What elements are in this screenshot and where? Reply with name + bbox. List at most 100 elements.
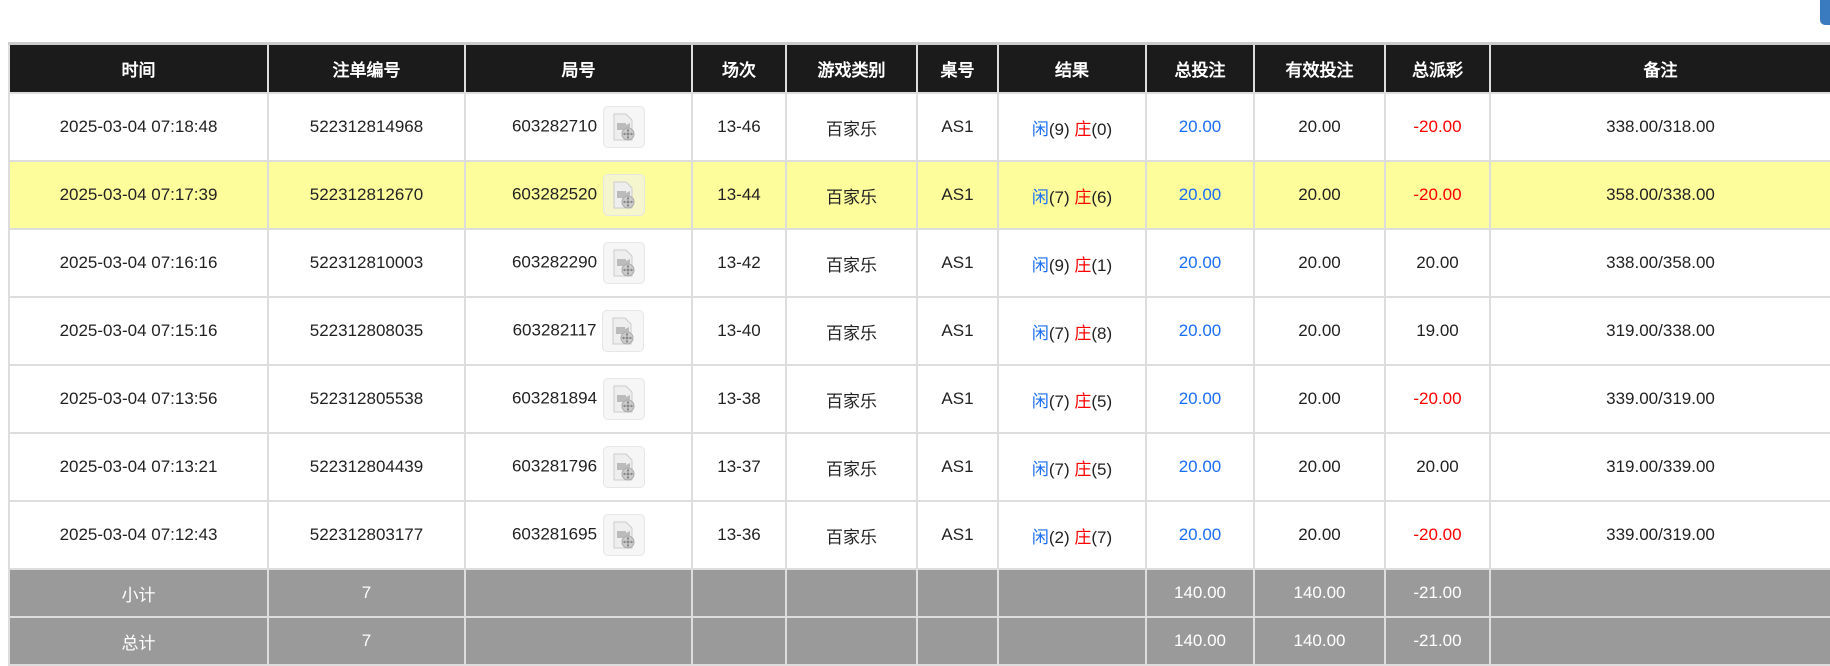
payout-cell: 20.00: [1384, 228, 1491, 298]
player-label: 闲: [1031, 255, 1049, 275]
result-cell: 闲(9) 庄(1): [997, 228, 1147, 298]
round-number: 603282710: [511, 116, 598, 136]
bet-id-cell: 522312808035: [267, 296, 466, 366]
empty-cell: [916, 616, 999, 666]
total-row: 总计 7 140.00 140.00 -21.00: [8, 616, 1830, 666]
banker-score: (6): [1091, 187, 1113, 207]
bet-id-cell: 522312814968: [267, 92, 466, 162]
video-replay-icon[interactable]: [603, 106, 646, 148]
empty-cell: [464, 616, 693, 666]
round-cell: 603282117: [464, 296, 693, 366]
empty-cell: [785, 568, 918, 618]
result-cell: 闲(7) 庄(5): [997, 364, 1147, 434]
table-row: 2025-03-04 07:15:16 522312808035 603282117…: [8, 296, 1830, 366]
session-cell: 13-46: [691, 92, 787, 162]
player-score: (7): [1048, 187, 1070, 207]
video-replay-icon[interactable]: [602, 310, 645, 352]
video-replay-icon[interactable]: [603, 514, 646, 556]
video-replay-icon[interactable]: [603, 378, 646, 420]
subtotal-total-bet: 140.00: [1145, 568, 1255, 618]
banker-label: 庄: [1074, 119, 1092, 139]
round-number: 603281796: [511, 456, 598, 476]
header-round: 局号: [464, 42, 693, 94]
banker-score: (8): [1091, 323, 1113, 343]
valid-bet-cell: 20.00: [1253, 160, 1386, 230]
banker-label: 庄: [1074, 187, 1092, 207]
total-bet-cell: 20.00: [1145, 364, 1255, 434]
total-bet-cell: 20.00: [1145, 500, 1255, 570]
top-right-button[interactable]: [1820, 0, 1830, 25]
total-bet-cell: 20.00: [1145, 296, 1255, 366]
payout-cell: -20.00: [1384, 500, 1491, 570]
header-table: 桌号: [916, 42, 999, 94]
player-score: (2): [1048, 527, 1070, 547]
header-result: 结果: [997, 42, 1147, 94]
table-row: 2025-03-04 07:18:48 522312814968 603282710…: [8, 92, 1830, 162]
round-cell: 603282520: [464, 160, 693, 230]
game-cell: 百家乐: [785, 160, 918, 230]
session-cell: 13-37: [691, 432, 787, 502]
payout-cell: 20.00: [1384, 432, 1491, 502]
total-count: 7: [267, 616, 466, 666]
round-cell: 603281894: [464, 364, 693, 434]
game-cell: 百家乐: [785, 296, 918, 366]
player-score: (7): [1048, 391, 1070, 411]
round-cell: 603282290: [464, 228, 693, 298]
empty-cell: [691, 616, 787, 666]
game-cell: 百家乐: [785, 228, 918, 298]
bet-id-cell: 522312804439: [267, 432, 466, 502]
table-cell: AS1: [916, 500, 999, 570]
total-valid-bet: 140.00: [1253, 616, 1386, 666]
valid-bet-cell: 20.00: [1253, 296, 1386, 366]
payout-cell: 19.00: [1384, 296, 1491, 366]
table-cell: AS1: [916, 92, 999, 162]
empty-cell: [691, 568, 787, 618]
empty-cell: [997, 616, 1147, 666]
payout-cell: -20.00: [1384, 364, 1491, 434]
banker-label: 庄: [1074, 527, 1092, 547]
player-label: 闲: [1031, 391, 1049, 411]
bet-records-table: 时间 注单编号 局号 场次 游戏类别 桌号 结果 总投注 有效投注 总派彩 备注…: [8, 42, 1830, 666]
round-number: 603281695: [511, 524, 598, 544]
total-bet-cell: 20.00: [1145, 92, 1255, 162]
header-payout: 总派彩: [1384, 42, 1491, 94]
time-cell: 2025-03-04 07:17:39: [8, 160, 269, 230]
empty-cell: [916, 568, 999, 618]
player-label: 闲: [1031, 187, 1049, 207]
result-cell: 闲(7) 庄(6): [997, 160, 1147, 230]
game-cell: 百家乐: [785, 500, 918, 570]
subtotal-row: 小计 7 140.00 140.00 -21.00: [8, 568, 1830, 618]
header-valid-bet: 有效投注: [1253, 42, 1386, 94]
note-cell: 339.00/319.00: [1489, 500, 1830, 570]
player-score: (9): [1048, 119, 1070, 139]
note-cell: 358.00/338.00: [1489, 160, 1830, 230]
total-total-bet: 140.00: [1145, 616, 1255, 666]
note-cell: 338.00/318.00: [1489, 92, 1830, 162]
banker-score: (7): [1091, 527, 1113, 547]
bet-id-cell: 522312805538: [267, 364, 466, 434]
round-cell: 603281695: [464, 500, 693, 570]
total-label: 总计: [8, 616, 269, 666]
empty-cell: [1489, 568, 1830, 618]
table-row: 2025-03-04 07:12:43 522312803177 603281695…: [8, 500, 1830, 570]
note-cell: 319.00/339.00: [1489, 432, 1830, 502]
player-label: 闲: [1031, 459, 1049, 479]
banker-label: 庄: [1074, 255, 1092, 275]
video-replay-icon[interactable]: [603, 174, 646, 216]
round-number: 603282520: [511, 184, 598, 204]
bet-id-cell: 522312812670: [267, 160, 466, 230]
video-replay-icon[interactable]: [603, 242, 646, 284]
total-bet-cell: 20.00: [1145, 228, 1255, 298]
bet-id-cell: 522312803177: [267, 500, 466, 570]
total-bet-cell: 20.00: [1145, 432, 1255, 502]
valid-bet-cell: 20.00: [1253, 228, 1386, 298]
time-cell: 2025-03-04 07:16:16: [8, 228, 269, 298]
time-cell: 2025-03-04 07:13:21: [8, 432, 269, 502]
table-cell: AS1: [916, 160, 999, 230]
game-cell: 百家乐: [785, 92, 918, 162]
time-cell: 2025-03-04 07:13:56: [8, 364, 269, 434]
header-session: 场次: [691, 42, 787, 94]
video-replay-icon[interactable]: [603, 446, 646, 488]
valid-bet-cell: 20.00: [1253, 500, 1386, 570]
bet-id-cell: 522312810003: [267, 228, 466, 298]
